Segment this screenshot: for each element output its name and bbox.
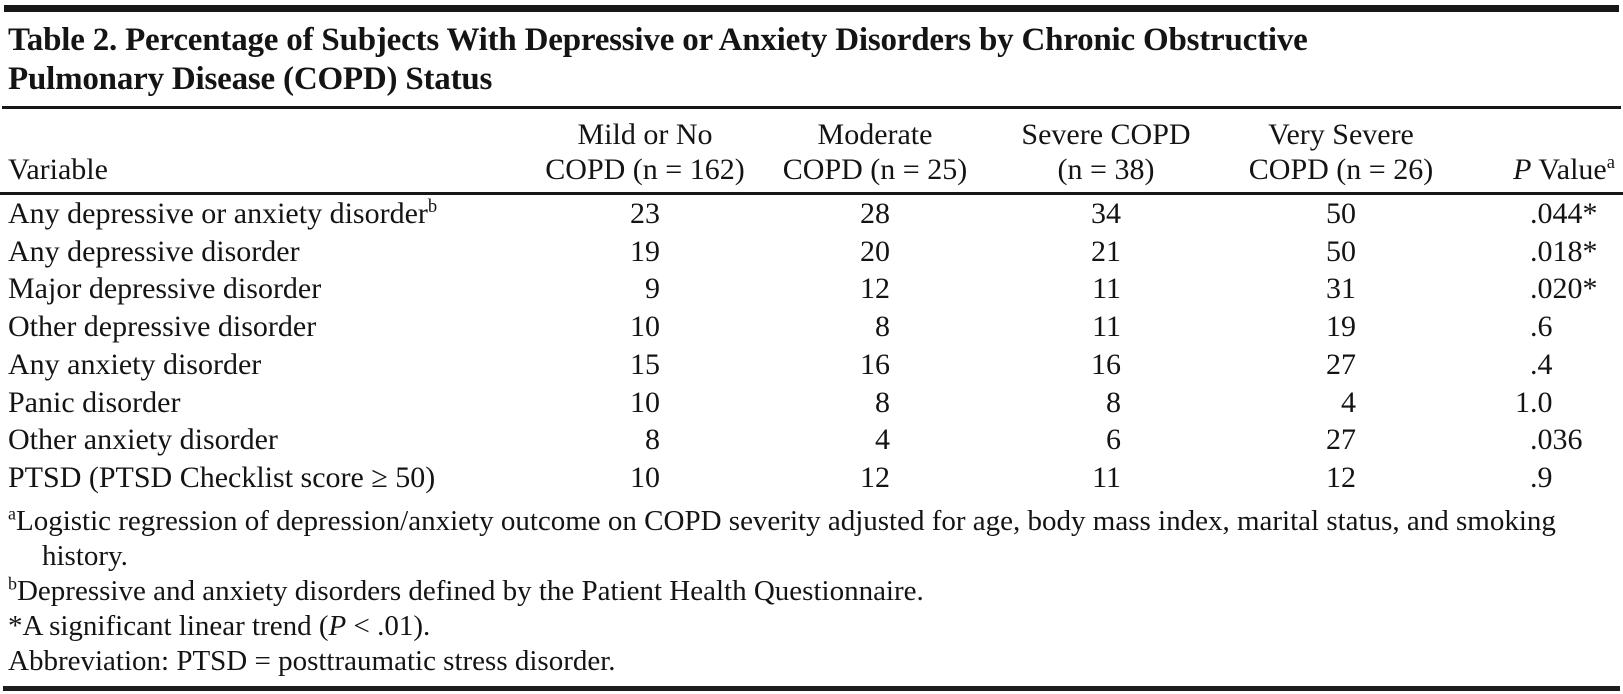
value-cell-mild-or-no-copd: 23	[630, 197, 660, 230]
footnote-text: A significant linear trend (P < .01).	[22, 609, 431, 642]
value-cell-moderate-copd: 28	[860, 197, 890, 230]
footnotes: aLogistic regression of depression/anxie…	[0, 497, 1623, 679]
p-value-cell: .4	[1530, 347, 1553, 381]
variable-cell: Other depressive disorder	[8, 310, 317, 344]
value-cell-severe-copd: 11	[1092, 460, 1121, 494]
table-title: Table 2. Percentage of Subjects With Dep…	[0, 12, 1623, 106]
variable-cell: Any depressive or anxiety disorderb	[8, 196, 438, 230]
p-value-cell: .9	[1530, 460, 1553, 494]
footnote-text: Logistic regression of depression/anxiet…	[15, 504, 1556, 572]
value-cell-mild-or-no-copd: 10	[630, 385, 660, 419]
value-cell-mild-or-no-copd: 19	[630, 234, 660, 268]
p-value-cell: .036	[1530, 423, 1583, 457]
variable-cell: Any depressive disorder	[8, 234, 300, 268]
table-row: Any depressive or anxiety disorderb 23 2…	[0, 194, 1623, 233]
variable-cell: Any anxiety disorder	[8, 347, 262, 381]
value-cell-very-severe-copd: 19	[1326, 310, 1356, 344]
p-value-cell: .020*	[1530, 272, 1598, 306]
value-cell-severe-copd: 11	[1092, 272, 1121, 306]
col-header-very-severe-copd: Very Severe COPD (n = 26)	[1222, 109, 1460, 195]
value-cell-very-severe-copd: 50	[1326, 234, 1356, 268]
value-cell-mild-or-no-copd: 10	[630, 310, 660, 344]
copd-depression-table: Variable Mild or No COPD (n = 162) Moder…	[0, 109, 1623, 497]
p-value-cell: .6	[1530, 310, 1553, 344]
value-cell-mild-or-no-copd: 10	[630, 460, 660, 494]
footnote: *A significant linear trend (P < .01).	[8, 609, 1615, 644]
value-cell-severe-copd: 6	[1106, 423, 1121, 457]
col-header-p-value: P Valuea	[1460, 109, 1623, 195]
value-cell-moderate-copd: 20	[860, 234, 890, 268]
value-cell-severe-copd: 11	[1092, 310, 1121, 344]
value-cell-moderate-copd: 12	[860, 460, 890, 494]
table-row: Any anxiety disorder 15 16 16 27 .4	[0, 346, 1623, 384]
title-divider	[2, 106, 1621, 109]
variable-cell: Other anxiety disorder	[8, 423, 278, 457]
value-cell-very-severe-copd: 12	[1326, 460, 1356, 494]
table-title-line-1: Table 2. Percentage of Subjects With Dep…	[8, 22, 1308, 58]
variable-cell: Panic disorder	[8, 385, 181, 419]
footnote: bDepressive and anxiety disorders define…	[8, 574, 1615, 609]
value-cell-moderate-copd: 8	[875, 310, 890, 344]
footnote: aLogistic regression of depression/anxie…	[8, 504, 1615, 574]
value-cell-very-severe-copd: 27	[1326, 347, 1356, 381]
value-cell-mild-or-no-copd: 9	[645, 272, 660, 306]
table-row: Other depressive disorder 10 8 11 19 .6	[0, 308, 1623, 346]
col-header-variable: Variable	[0, 109, 530, 195]
footnote-marker: a	[8, 502, 16, 523]
table-row: Panic disorder 10 8 8 4 1.0	[0, 384, 1623, 422]
value-cell-very-severe-copd: 27	[1326, 423, 1356, 457]
table-row: Any depressive disorder 19 20 21 50 .018…	[0, 233, 1623, 271]
col-header-severe-copd: Severe COPD (n = 38)	[990, 109, 1222, 195]
footnote-text: Depressive and anxiety disorders defined…	[16, 574, 924, 607]
variable-cell: Major depressive disorder	[8, 272, 322, 306]
value-cell-mild-or-no-copd: 15	[630, 347, 660, 381]
footnote-text: Abbreviation: PTSD = posttraumatic stres…	[8, 644, 616, 677]
top-rule	[4, 5, 1619, 12]
value-cell-moderate-copd: 12	[860, 272, 890, 306]
p-value-cell: .018*	[1530, 234, 1598, 268]
footnote: Abbreviation: PTSD = posttraumatic stres…	[8, 644, 1615, 679]
value-cell-severe-copd: 21	[1091, 234, 1121, 268]
value-cell-severe-copd: 16	[1091, 347, 1121, 381]
value-cell-very-severe-copd: 4	[1341, 385, 1356, 419]
value-cell-severe-copd: 8	[1106, 385, 1121, 419]
col-header-mild-or-no-copd: Mild or No COPD (n = 162)	[530, 109, 760, 195]
value-cell-mild-or-no-copd: 8	[645, 423, 660, 457]
value-cell-moderate-copd: 8	[875, 385, 890, 419]
footnote-marker: *	[8, 609, 23, 642]
header-row: Variable Mild or No COPD (n = 162) Moder…	[0, 109, 1623, 195]
p-value-cell: .044*	[1530, 197, 1598, 230]
col-header-moderate-copd: Moderate COPD (n = 25)	[760, 109, 990, 195]
value-cell-very-severe-copd: 31	[1326, 272, 1356, 306]
table-row: Major depressive disorder 9 12 11 31 .02…	[0, 270, 1623, 308]
table-row: Other anxiety disorder 8 4 6 27 .036	[0, 421, 1623, 459]
bottom-rule	[3, 686, 1620, 691]
footnote-marker: b	[8, 572, 17, 593]
value-cell-severe-copd: 34	[1091, 197, 1121, 230]
value-cell-moderate-copd: 16	[860, 347, 890, 381]
value-cell-moderate-copd: 4	[875, 423, 890, 457]
p-value-cell: 1.0	[1515, 385, 1553, 419]
value-cell-very-severe-copd: 50	[1326, 197, 1356, 230]
table-title-line-2: Pulmonary Disease (COPD) Status	[8, 61, 493, 97]
variable-cell: PTSD (PTSD Checklist score ≥ 50)	[8, 460, 436, 494]
table-row: PTSD (PTSD Checklist score ≥ 50) 10 12 1…	[0, 459, 1623, 497]
table-body: Any depressive or anxiety disorderb 23 2…	[0, 194, 1623, 497]
table-header: Variable Mild or No COPD (n = 162) Moder…	[0, 109, 1623, 195]
